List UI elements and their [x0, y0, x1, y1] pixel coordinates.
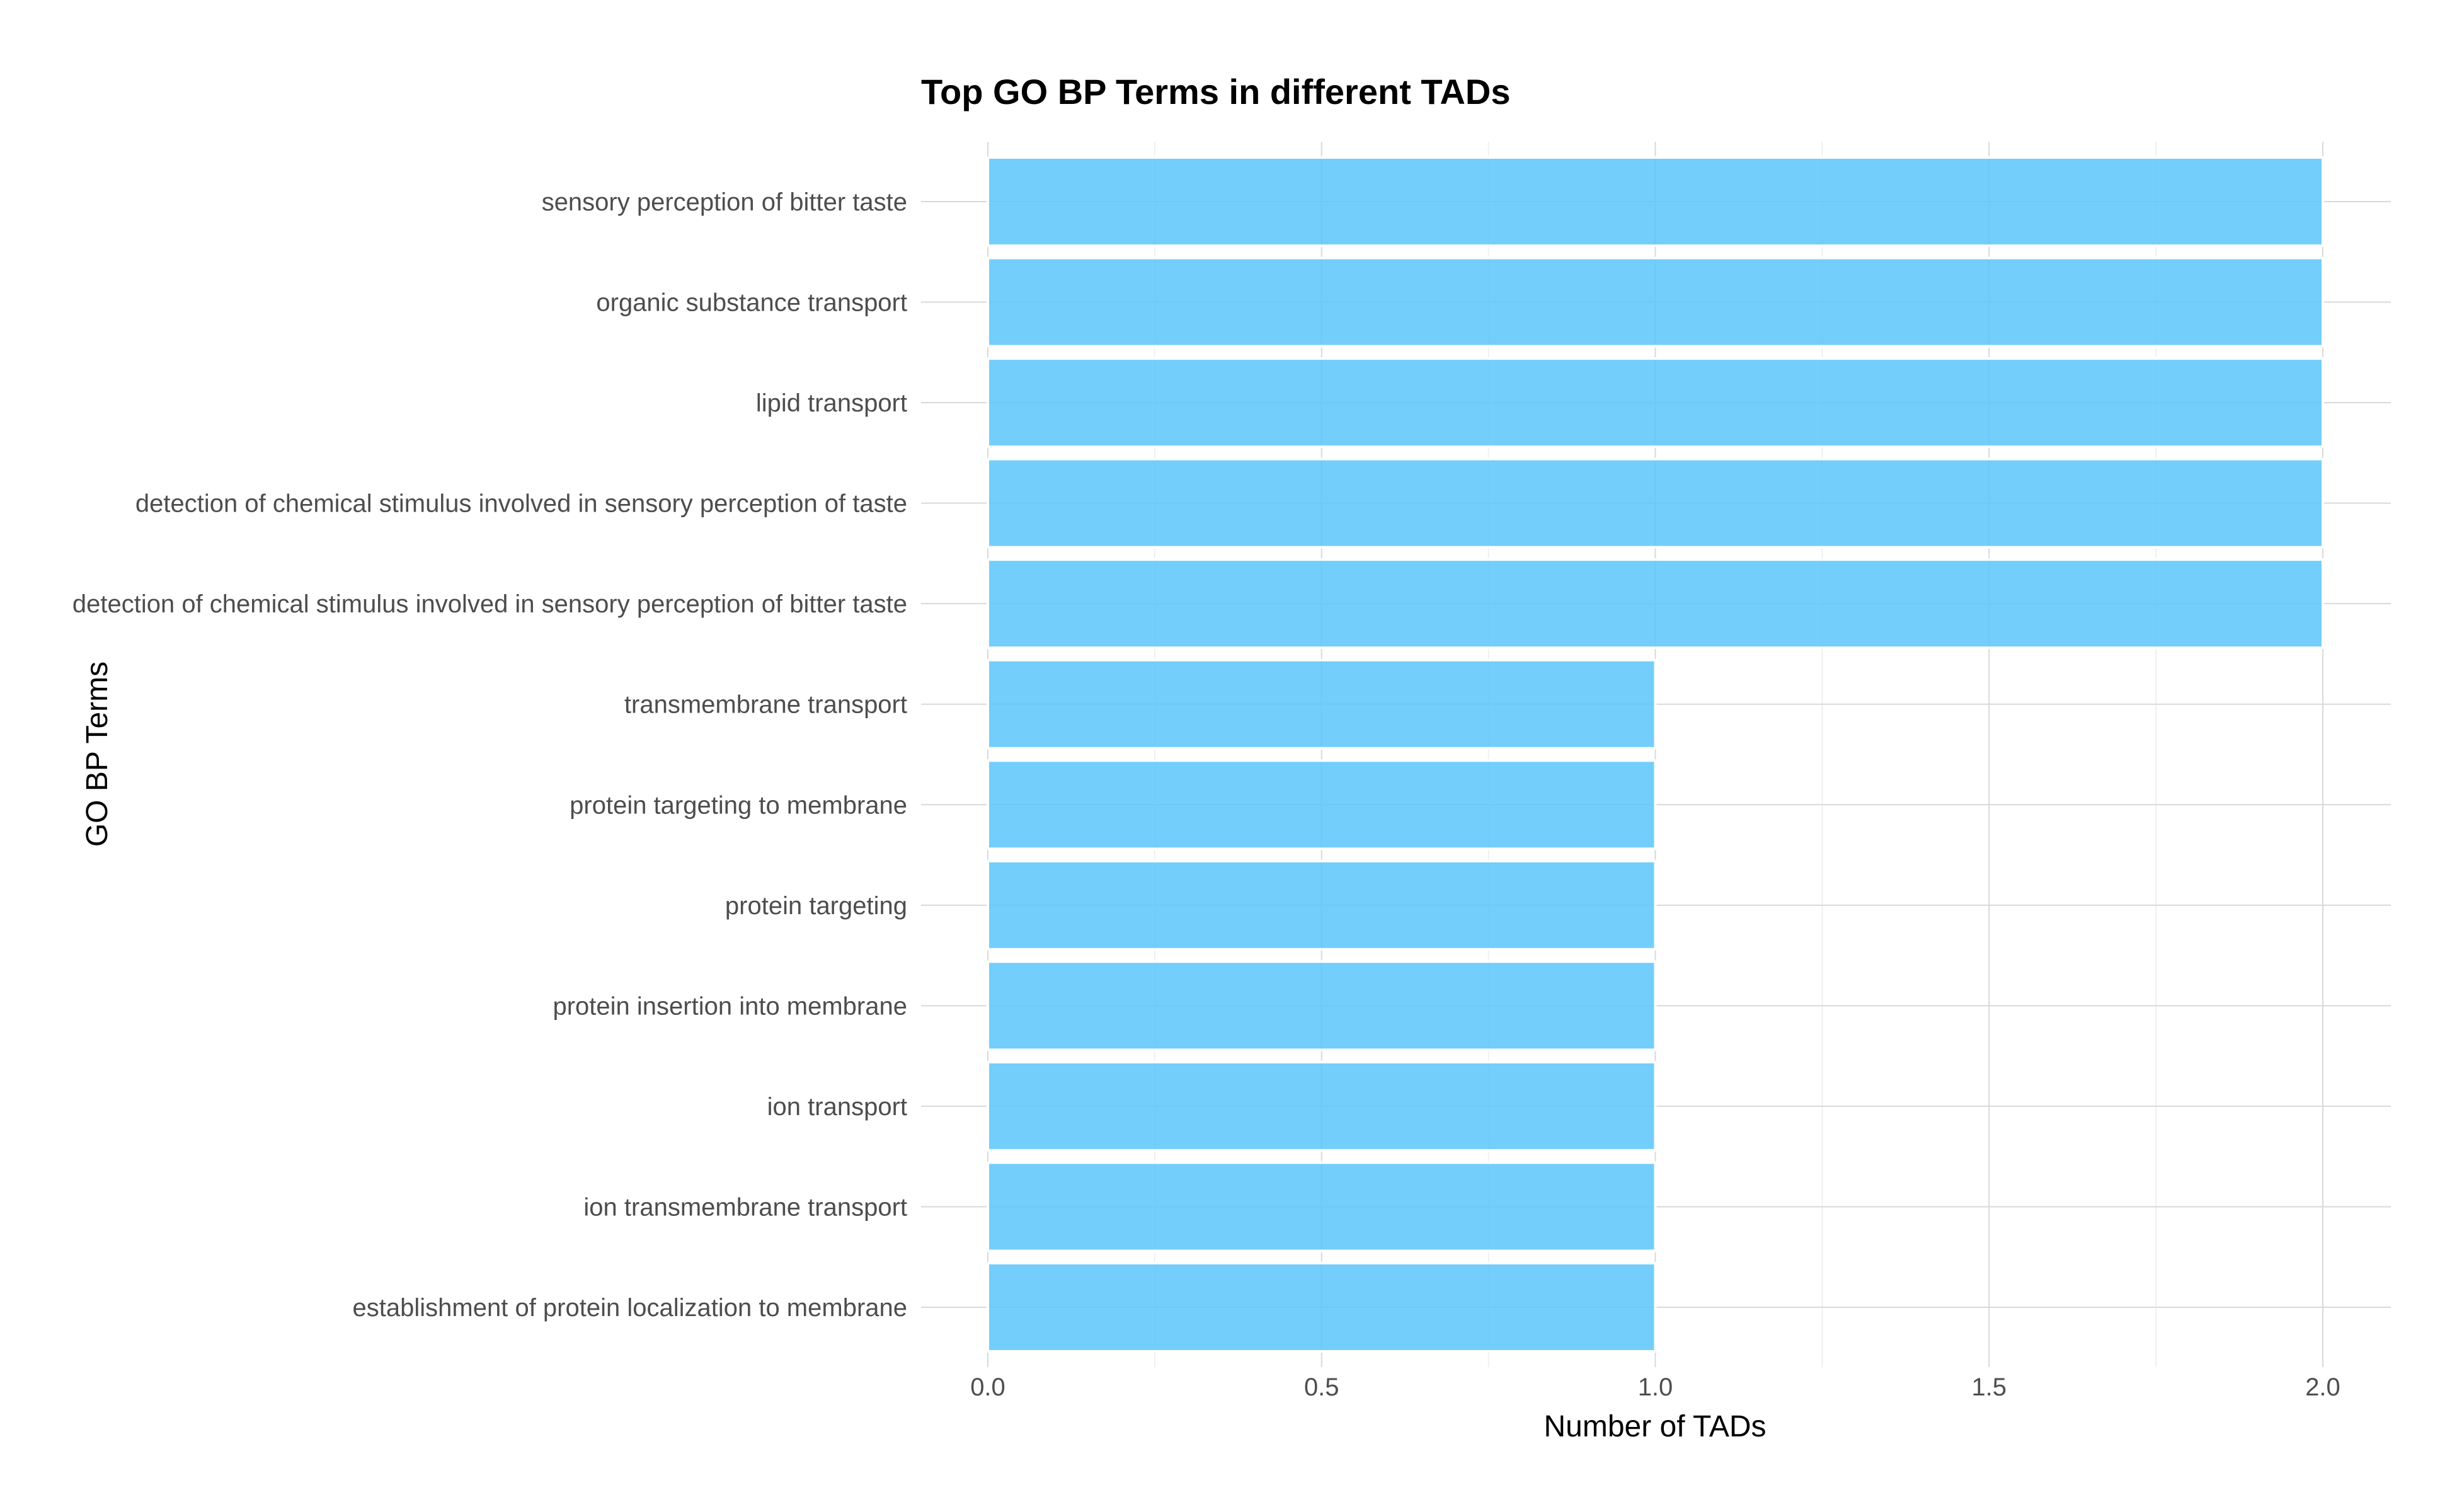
y-tick-label: protein targeting	[725, 892, 907, 920]
y-tick-label: protein insertion into membrane	[553, 992, 907, 1020]
x-tick-label: 1.5	[1971, 1373, 2007, 1401]
x-tick-label: 0.5	[1304, 1373, 1339, 1401]
y-tick-label: protein targeting to membrane	[570, 791, 907, 819]
bar	[987, 256, 2324, 348]
bar	[987, 658, 1657, 750]
chart-title: Top GO BP Terms in different TADs	[921, 72, 1510, 112]
bar	[987, 1262, 1657, 1353]
x-tick-label: 0.0	[970, 1373, 1005, 1401]
y-tick-label: transmembrane transport	[624, 691, 907, 719]
y-tick-label: lipid transport	[756, 389, 907, 417]
bar	[987, 1060, 1657, 1152]
x-axis-title: Number of TADs	[1544, 1410, 1767, 1443]
y-axis-title: GO BP Terms	[81, 662, 114, 847]
y-tick-label: ion transmembrane transport	[583, 1193, 907, 1221]
y-tick-label: organic substance transport	[596, 289, 907, 317]
bar	[987, 156, 2324, 247]
x-tick-label: 2.0	[2305, 1373, 2340, 1401]
y-tick-label: detection of chemical stimulus involved …	[135, 490, 907, 518]
x-tick-labels: 0.0 0.5 1.0 1.5 2.0	[970, 1373, 2340, 1401]
bar	[987, 457, 2324, 549]
bar	[987, 759, 1657, 850]
y-tick-labels: sensory perception of bitter taste organi…	[72, 188, 907, 1322]
bar	[987, 859, 1657, 951]
y-tick-label: establishment of protein localization to…	[353, 1294, 907, 1322]
bar	[987, 558, 2324, 650]
y-tick-label: ion transport	[767, 1093, 907, 1121]
bar	[987, 357, 2324, 449]
y-tick-label: detection of chemical stimulus involved …	[72, 590, 907, 618]
bar	[987, 960, 1657, 1051]
bars	[987, 156, 2324, 1353]
y-tick-label: sensory perception of bitter taste	[542, 188, 907, 216]
bar	[987, 1161, 1657, 1252]
x-tick-label: 1.0	[1638, 1373, 1673, 1401]
